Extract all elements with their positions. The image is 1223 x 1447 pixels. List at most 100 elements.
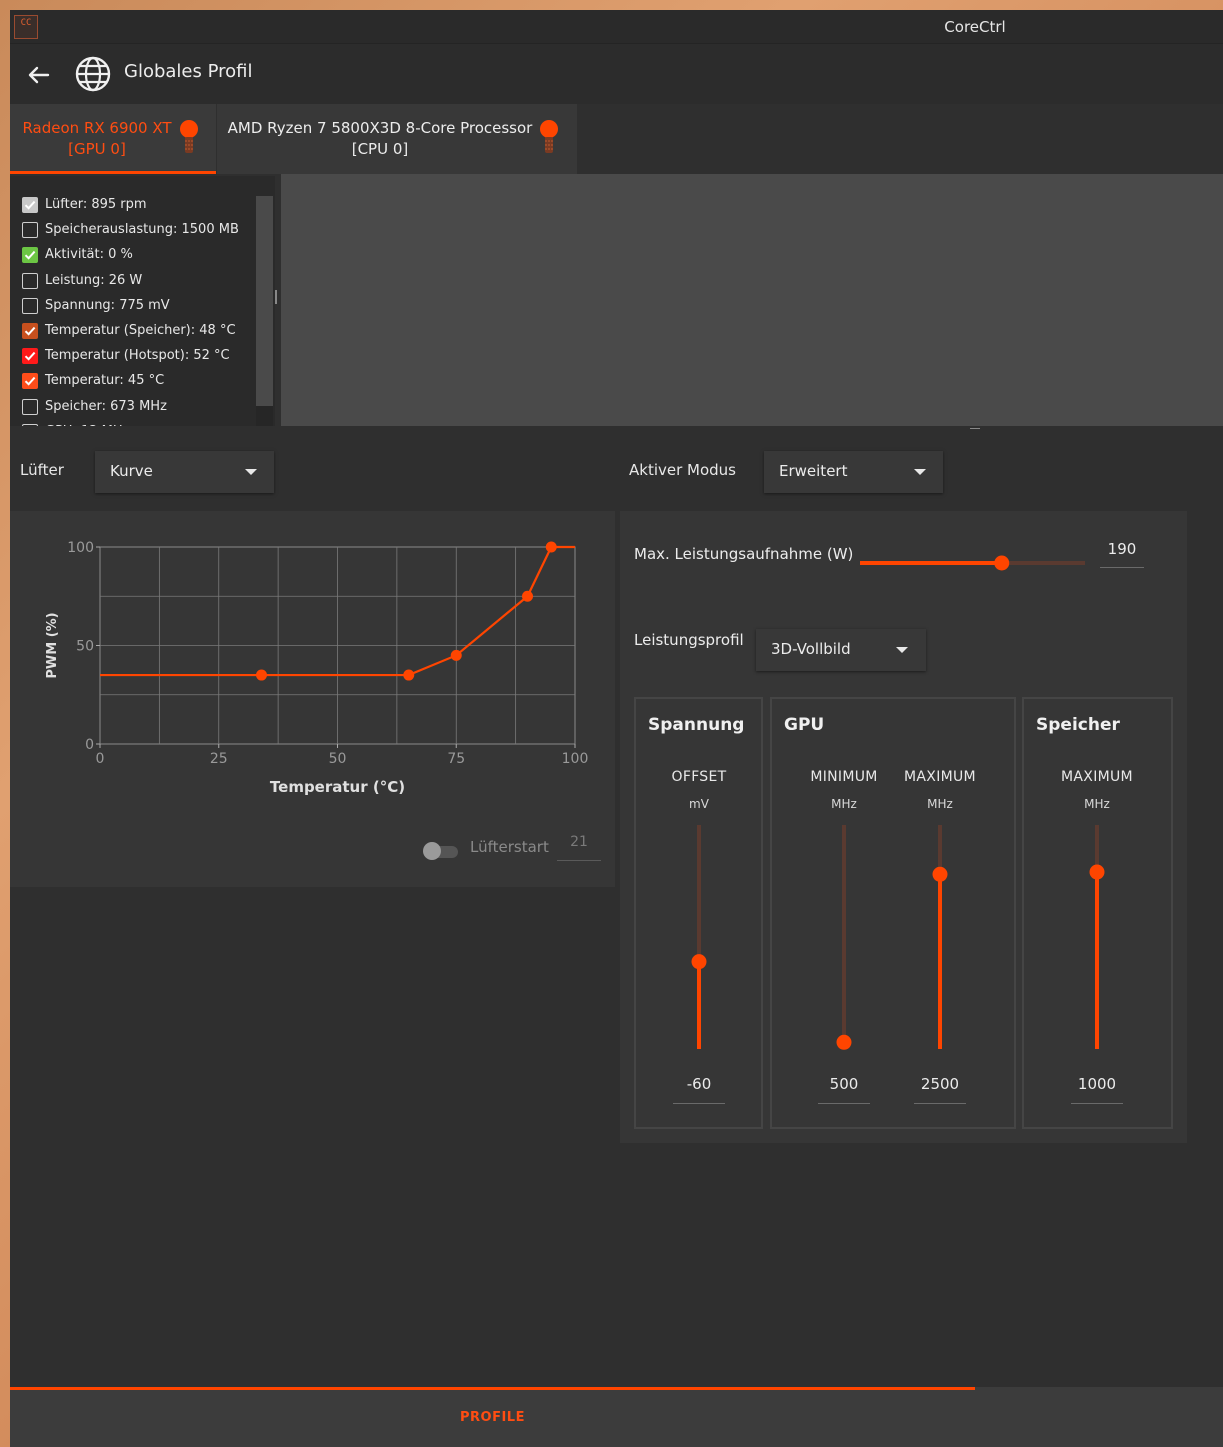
gpu-min-underline (818, 1103, 870, 1104)
tab-cpu-index: [CPU 0] (351, 140, 409, 158)
power-mode-row: Aktiver Modus Erweitert (620, 433, 1187, 511)
fan-curve-point[interactable] (545, 541, 557, 553)
sensor-label: Speicherauslastung: 1500 MB (45, 222, 239, 238)
gpu-min-unit: MHz (831, 797, 857, 811)
sensor-label: Spannung: 775 mV (45, 297, 170, 313)
memory-max-value-field[interactable]: 1000 (1077, 1075, 1117, 1093)
device-tabs: Radeon RX 6900 XT [GPU 0] AMD Ryzen 7 58… (10, 104, 1223, 174)
slider-fill (938, 874, 942, 1049)
perf-profile-dropdown[interactable]: 3D-Vollbild (756, 629, 926, 671)
memory-group-title: Speicher (1036, 715, 1120, 735)
memory-max-unit: MHz (1084, 797, 1110, 811)
title-bar: CC CoreCtrl (10, 10, 1223, 44)
memory-max-slider[interactable] (1085, 823, 1109, 1053)
tab-profile-label: PROFILE (460, 1410, 525, 1425)
voltage-offset-slider[interactable] (687, 823, 711, 1053)
sensor-graph-area (281, 174, 1223, 426)
voltage-offset-unit: mV (689, 797, 709, 811)
slider-handle (1089, 864, 1105, 880)
gpu-max-heading: MAXIMUM (904, 769, 976, 785)
sensor-scrollbar-thumb[interactable] (256, 196, 273, 406)
fanstart-toggle[interactable] (422, 840, 460, 862)
fan-curve-chart[interactable]: 0 25 50 75 100 0 50 100 Temperatur (°C) PWM (%) (10, 511, 615, 811)
gpu-max-unit: MHz (927, 797, 953, 811)
globe-icon (75, 56, 111, 92)
profile-title: Globales Profil (124, 61, 253, 82)
gpu-min-slider[interactable] (832, 823, 856, 1053)
x-tick-label: 75 (447, 751, 465, 767)
x-axis-title: Temperatur (°C) (270, 778, 405, 796)
app-window: CC CoreCtrl Globales Profil Radeon RX 69… (10, 10, 1223, 1447)
fan-curve-point[interactable] (450, 649, 462, 661)
sensor-checkbox[interactable] (22, 398, 38, 415)
slider-fill (860, 561, 1002, 565)
slider-handle (691, 954, 707, 970)
voltage-group-title: Spannung (648, 715, 745, 735)
gpu-clock-group: GPU MINIMUM MHz 500 MAXIMUM MHz 2500 (770, 697, 1016, 1129)
tab-cpu[interactable]: AMD Ryzen 7 5800X3D 8-Core Processor [CP… (217, 104, 577, 174)
tab-gpu[interactable]: Radeon RX 6900 XT [GPU 0] (10, 104, 216, 174)
sensor-checkbox[interactable] (22, 373, 38, 390)
corectrl-app-icon: CC (14, 15, 38, 39)
splitter-handle-vertical[interactable] (275, 290, 277, 304)
slider-fill (1095, 872, 1099, 1049)
tab-profile[interactable]: PROFILE (10, 1387, 975, 1447)
fan-curve-point[interactable] (522, 590, 533, 602)
active-mode-dropdown[interactable]: Erweitert (764, 451, 943, 493)
sensor-checkbox[interactable] (22, 323, 38, 339)
sensor-checkbox[interactable] (22, 272, 38, 289)
active-mode-value: Erweitert (779, 462, 848, 480)
gpu-max-value-field[interactable]: 2500 (920, 1075, 960, 1093)
active-mode-label: Aktiver Modus (629, 461, 736, 479)
splitter-handle-horizontal[interactable] (970, 428, 980, 429)
lightbulb-icon (540, 120, 558, 153)
x-tick-label: 50 (329, 751, 347, 767)
max-power-label: Max. Leistungsaufnahme (W) (634, 545, 854, 563)
slider-track (697, 825, 701, 1049)
sensor-checkbox[interactable] (22, 247, 38, 264)
fan-curve-point[interactable] (403, 669, 415, 681)
sensor-checkbox[interactable] (22, 423, 38, 426)
fan-label: Lüfter (20, 461, 64, 479)
gpu-min-value-field[interactable]: 500 (829, 1075, 859, 1093)
sensor-label: Temperatur (Speicher): 48 °C (45, 323, 236, 338)
slider-handle (994, 555, 1010, 571)
y-axis-title: PWM (%) (45, 612, 60, 678)
gpu-max-slider[interactable] (928, 823, 952, 1053)
slider-fill (697, 961, 701, 1049)
max-power-value-field[interactable]: 190 (1107, 540, 1137, 558)
memory-clock-group: Speicher MAXIMUM MHz 1000 (1022, 697, 1173, 1129)
tab-gpu-index: [GPU 0] (68, 140, 126, 158)
fanstart-value-field[interactable]: 21 (570, 834, 588, 850)
sensor-label: GPU: 12 MHz (45, 423, 129, 426)
sensor-checkbox[interactable] (22, 197, 38, 213)
y-tick-label: 50 (76, 639, 94, 655)
chevron-down-icon (896, 647, 908, 653)
sensor-list: Lüfter: 895 rpm Speicherauslastung: 1500 … (10, 176, 275, 426)
profile-header: Globales Profil (10, 44, 1223, 104)
lightbulb-icon (180, 120, 198, 153)
fan-curve-point[interactable] (256, 669, 267, 681)
sensor-checkbox[interactable] (22, 297, 38, 314)
x-tick-label: 0 (96, 751, 105, 767)
sensor-label: Leistung: 26 W (45, 272, 143, 288)
fan-mode-value: Kurve (110, 462, 153, 480)
max-power-slider[interactable] (858, 551, 1088, 575)
voltage-group: Spannung OFFSET mV -60 (634, 697, 763, 1129)
fanstart-value-underline (557, 860, 601, 861)
sensor-checkbox[interactable] (22, 222, 38, 239)
memory-max-heading: MAXIMUM (1061, 769, 1133, 785)
x-tick-label: 100 (562, 751, 589, 767)
fan-panel: Lüfter Kurve 0 25 50 75 100 0 50 100 Temperatur … (10, 433, 615, 887)
tab-gpu-label: Radeon RX 6900 XT [GPU 0] (22, 118, 172, 160)
window-title: CoreCtrl (944, 18, 1006, 36)
chevron-down-icon (914, 469, 926, 475)
voltage-offset-value-field[interactable]: -60 (686, 1075, 712, 1093)
fanstart-label: Lüfterstart (470, 838, 549, 856)
memory-max-underline (1071, 1103, 1123, 1104)
fan-mode-dropdown[interactable]: Kurve (95, 451, 274, 493)
sensor-checkbox[interactable] (22, 348, 38, 365)
back-arrow-icon[interactable] (26, 62, 52, 88)
gpu-group-title: GPU (784, 715, 825, 735)
max-power-value-underline (1100, 567, 1144, 568)
